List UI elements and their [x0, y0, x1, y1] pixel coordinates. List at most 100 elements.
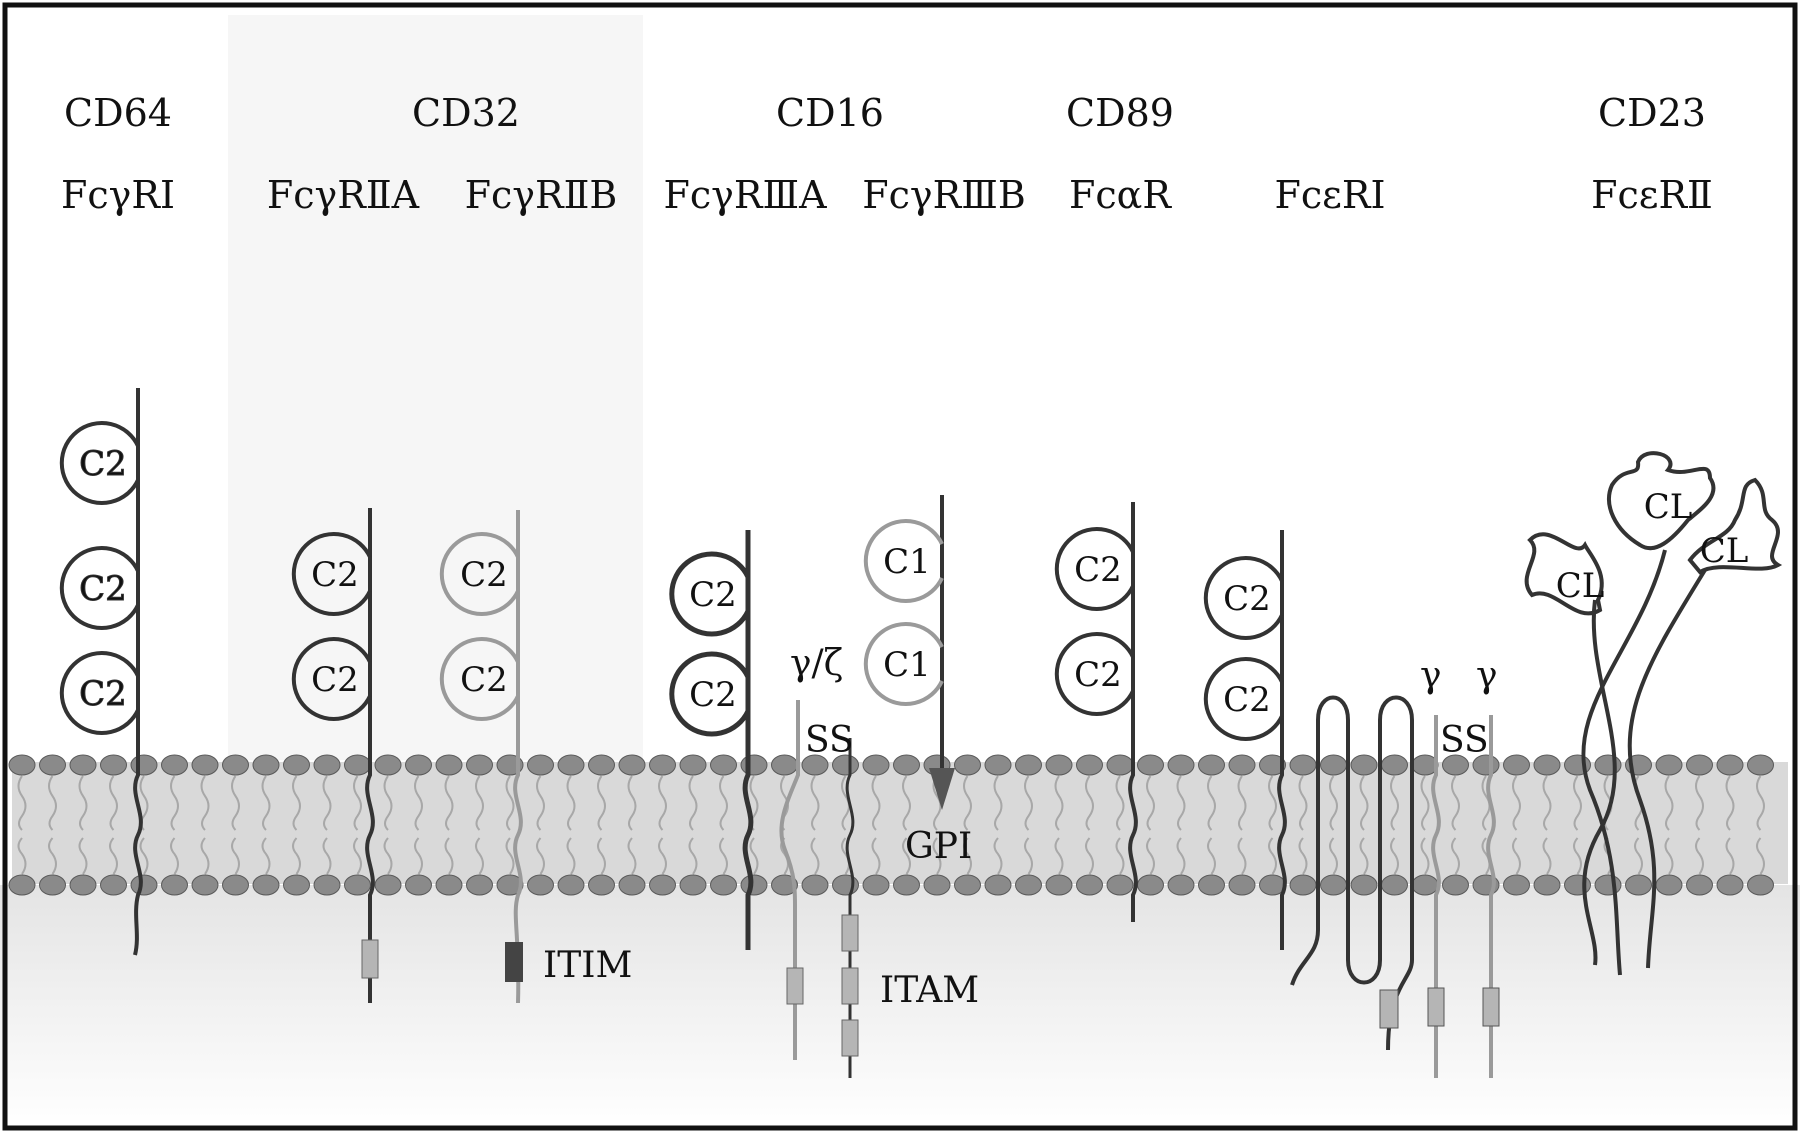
gamma-label: γ	[1476, 655, 1498, 696]
fcgr1-receptor: C2 C2 C2	[59, 388, 143, 956]
lipid-headgroup	[1716, 874, 1744, 896]
lipid-headgroup	[161, 874, 188, 896]
cytoplasm-region	[0, 885, 1800, 1130]
lipid-headgroup	[252, 754, 280, 776]
lipid-headgroup	[161, 754, 188, 776]
lipid-headgroup	[1076, 754, 1103, 776]
lipid-headgroup	[191, 874, 219, 896]
c1-domain-label: C1	[883, 645, 931, 685]
fcgr2b-label: FcγRⅡB	[465, 173, 618, 217]
c2-domain-label: C2	[1074, 655, 1122, 695]
c2-domain-label: C2	[689, 575, 737, 615]
lipid-headgroup	[435, 874, 463, 896]
fcer2-stalk	[1627, 568, 1707, 969]
lipid-headgroup	[1411, 874, 1439, 896]
lipid-headgroup	[771, 874, 798, 896]
cl-domain-label: CL	[1700, 531, 1749, 571]
lipid-headgroup	[435, 754, 463, 776]
lipid-headgroup	[313, 754, 341, 776]
c2-domain-label: C2	[460, 660, 508, 700]
gamma-zeta-chain	[845, 738, 855, 1078]
lipid-headgroup	[1747, 874, 1774, 896]
lipid-headgroup	[344, 874, 371, 896]
c2-domain-label: C2	[1223, 680, 1271, 720]
lipid-headgroup	[679, 874, 707, 896]
lipid-headgroup	[1625, 874, 1652, 896]
lipid-headgroup	[344, 754, 371, 776]
c2-domain-label: C2	[79, 444, 127, 484]
fcer1-beta-chain	[1290, 695, 1414, 1051]
lipid-headgroup	[1503, 754, 1530, 776]
lipid-headgroup	[1167, 874, 1195, 896]
lipid-headgroup	[222, 874, 249, 896]
c2-domain	[1203, 657, 1284, 741]
lipid-headgroup	[618, 874, 646, 896]
lipid-headgroup	[740, 874, 768, 896]
c2-domain-label: C2	[1223, 579, 1271, 619]
fcar-receptor: C2 C2	[1054, 502, 1138, 922]
lipid-headgroup	[588, 754, 615, 776]
fcer1-gamma-chain	[1431, 715, 1441, 1078]
c2-domain-label: C2	[1074, 550, 1122, 590]
c2-domain-label: C2	[460, 555, 508, 595]
lipid-headgroup	[527, 874, 554, 896]
lipid-headgroup	[130, 754, 158, 776]
fcer1-gamma-chain	[1486, 715, 1496, 1078]
fcer1-alpha-chain	[1277, 530, 1287, 950]
lipid-headgroup	[1289, 874, 1317, 896]
lipid-headgroup	[832, 874, 859, 896]
c2-domain-label: C2	[79, 674, 127, 714]
c2-domain-label: C2	[689, 675, 737, 715]
cd32-label: CD32	[412, 91, 520, 135]
lipid-headgroup	[39, 874, 66, 896]
itam-motif	[1379, 989, 1399, 1029]
lipid-headgroup	[1106, 754, 1134, 776]
lipid-headgroup	[252, 874, 280, 896]
lipid-headgroup	[984, 874, 1012, 896]
lipid-headgroup	[1289, 754, 1317, 776]
lipid-headgroup	[191, 754, 219, 776]
lipid-headgroup	[1198, 874, 1225, 896]
lipid-headgroup	[1686, 874, 1713, 896]
c2-domain	[59, 421, 140, 505]
fcer2-lectin-head	[1524, 532, 1604, 616]
lipid-headgroup	[405, 754, 432, 776]
lipid-headgroup	[984, 754, 1012, 776]
lipid-headgroup	[1655, 874, 1683, 896]
lipid-headgroup	[283, 874, 310, 896]
c2-domain-label: C2	[311, 555, 359, 595]
lipid-headgroup	[8, 754, 36, 776]
lipid-headgroup	[710, 874, 737, 896]
c2-domain	[669, 651, 751, 737]
lipid-headgroup	[1533, 874, 1561, 896]
c1-domain	[863, 622, 944, 706]
fcer2-label: FcεRⅡ	[1591, 173, 1713, 217]
cl-domain-label: CL	[1644, 487, 1693, 527]
lipid-headgroup	[1015, 874, 1042, 896]
lipid-headgroup	[1503, 874, 1530, 896]
lipid-headgroup	[1320, 874, 1347, 896]
lipid-headgroup	[466, 874, 493, 896]
fcer2-lectin-head	[1687, 477, 1783, 575]
lipid-headgroup	[1137, 754, 1164, 776]
fcgr3a-label: FcγRⅢA	[663, 173, 827, 217]
lipid-headgroup	[69, 874, 97, 896]
lipid-headgroup	[1716, 754, 1744, 776]
fcgr2b-chain	[513, 510, 523, 1004]
receptor-headers: CD64 FcγRⅠ CD32 FcγRⅡA FcγRⅡB CD16 FcγRⅢ…	[61, 91, 1713, 217]
fcer1-receptor: C2 C2 γ γ SS	[1203, 530, 1500, 1078]
lipid-headgroup	[8, 874, 36, 896]
c2-domain-label: C2	[79, 569, 127, 609]
lipid-headgroup	[740, 754, 768, 776]
itam-motif	[841, 1019, 859, 1057]
lipid-headgroup	[466, 754, 493, 776]
lipid-headgroup	[100, 874, 127, 896]
lipid-headgroup	[1655, 754, 1683, 776]
itam-motif	[1482, 987, 1500, 1027]
disulfide-label: SS	[1440, 720, 1489, 761]
lipid-headgroup	[69, 754, 97, 776]
lipid-headgroup	[1320, 754, 1347, 776]
gamma-label: γ	[1420, 655, 1442, 696]
